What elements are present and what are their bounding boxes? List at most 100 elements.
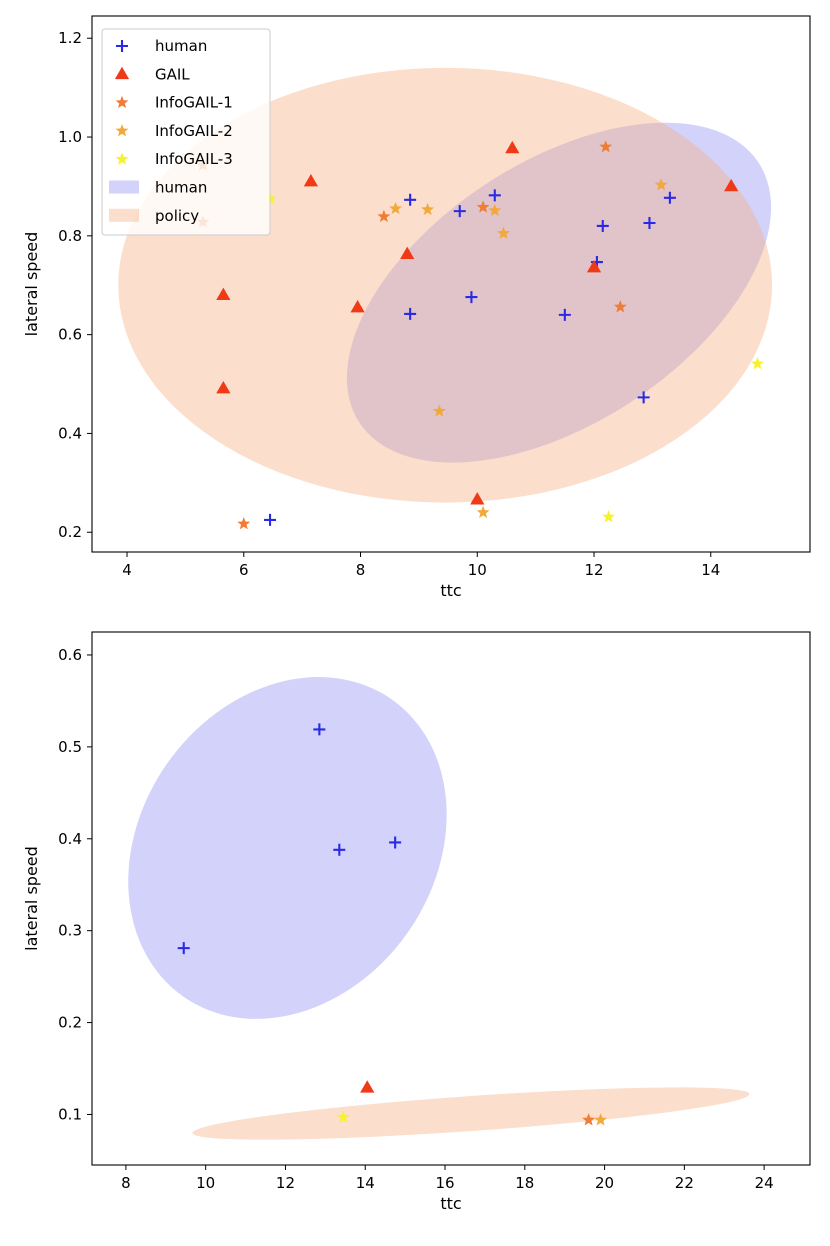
chart-2: 8 10 12 14 16 18 20 22 24 0.1 0.2 0.3 0.4 0.5 0.6 ttc la… [22,631,811,1213]
point-human [558,308,571,321]
y-tick-label: 0.4 [58,830,82,848]
legend-label: policy [155,207,199,225]
point-human [404,307,417,320]
y-tick-label: 0.6 [58,326,82,344]
series-infogail-2 [594,1113,608,1126]
series-infogail-2 [389,178,668,518]
legend-marker-infogail-1 [115,95,129,109]
y-tick-label: 0.1 [58,1105,82,1123]
point-human [404,193,417,206]
point-human [465,291,478,304]
legend-label: human [155,37,207,55]
point-human [596,219,609,232]
x-tick-label: 16 [435,1174,454,1192]
y-tick-label: 0.5 [58,738,82,756]
point-gail [360,1080,375,1093]
point-human [663,191,676,204]
point-infogail-2 [594,1113,608,1126]
y-tick-label: 0.3 [58,922,82,940]
x-axis-label: ttc [440,1194,461,1213]
point-infogail-1 [377,209,391,223]
legend-label: GAIL [155,65,190,83]
point-infogail-2 [654,178,668,191]
ellipse-human [128,677,447,1019]
x-tick-label: 8 [356,561,366,579]
point-infogail-2 [497,226,510,239]
point-gail [505,140,520,154]
x-tick-label: 22 [675,1174,694,1192]
legend-marker-infogail-3 [115,152,129,165]
x-tick-label: 20 [595,1174,614,1192]
point-human [333,843,346,856]
point-gail [470,492,485,505]
point-infogail-1 [476,200,490,213]
x-tick-label: 24 [755,1174,774,1192]
point-gail [400,246,415,259]
legend-patch-policy [109,208,139,222]
point-infogail-1 [237,517,251,530]
point-infogail-2 [432,404,446,417]
x-tick-label: 14 [356,1174,375,1192]
y-axis-label: lateral speed [22,232,41,337]
x-tick-label: 12 [584,561,603,579]
legend-label: InfoGAIL-3 [155,150,233,168]
legend-marker-human [116,40,128,52]
y-tick-label: 0.4 [58,424,82,442]
legend-patch-human [109,180,139,194]
x-tick-label: 14 [701,561,720,579]
series-infogail-1 [582,1113,596,1126]
point-human [313,723,326,736]
series-human [264,189,676,526]
point-infogail-2 [421,202,435,216]
point-infogail-1 [613,300,627,313]
point-infogail-3 [602,510,616,523]
point-human [264,513,277,526]
point-infogail-1 [582,1113,596,1126]
ellipse-policy [118,67,773,503]
point-gail [216,380,231,394]
point-gail [350,299,365,313]
point-human [453,205,466,218]
y-tick-label: 0.2 [58,523,82,541]
y-tick-label: 1.0 [58,128,82,146]
legend-marker-gail [114,66,130,80]
y-tick-label: 0.8 [58,227,82,245]
y-tick-label: 0.2 [58,1014,82,1032]
point-infogail-2 [476,505,490,518]
series-gail [216,140,739,505]
point-infogail-3 [336,1110,350,1123]
chart-1: 4 6 8 10 12 14 0.2 0.4 0.6 0.8 1.0 1.2 ttc lateral sp… [22,15,811,600]
point-infogail-3 [751,356,764,370]
x-tick-label: 8 [121,1174,131,1192]
legend-label: InfoGAIL-1 [155,94,233,112]
point-human [637,391,650,404]
point-gail [216,287,231,300]
point-infogail-2 [389,201,403,215]
point-gail [724,178,739,192]
plot-area [128,677,750,1140]
legend-label: human [155,179,207,197]
x-tick-label: 10 [196,1174,215,1192]
ellipse-policy [192,1087,750,1140]
series-infogail-3 [336,1110,350,1123]
x-tick-label: 18 [515,1174,534,1192]
x-tick-label: 4 [122,561,132,579]
point-human [643,216,656,229]
x-tick-label: 12 [276,1174,295,1192]
legend-label: InfoGAIL-2 [155,122,233,140]
point-gail [303,173,319,187]
legend: human GAIL InfoGAIL-1 InfoGAIL-2 InfoGAIL-3 h… [101,28,271,236]
point-gail [586,259,602,273]
x-axis-label: ttc [440,581,461,600]
plot-frame [91,15,811,553]
y-axis-label: lateral speed [22,846,41,951]
legend-box [101,28,271,236]
point-human [389,836,402,849]
x-tick-label: 10 [468,561,487,579]
ellipse-human [346,122,772,463]
series-gail [360,1080,375,1093]
point-human [488,189,501,202]
plot-area [118,67,773,530]
point-infogail-2 [488,203,502,217]
